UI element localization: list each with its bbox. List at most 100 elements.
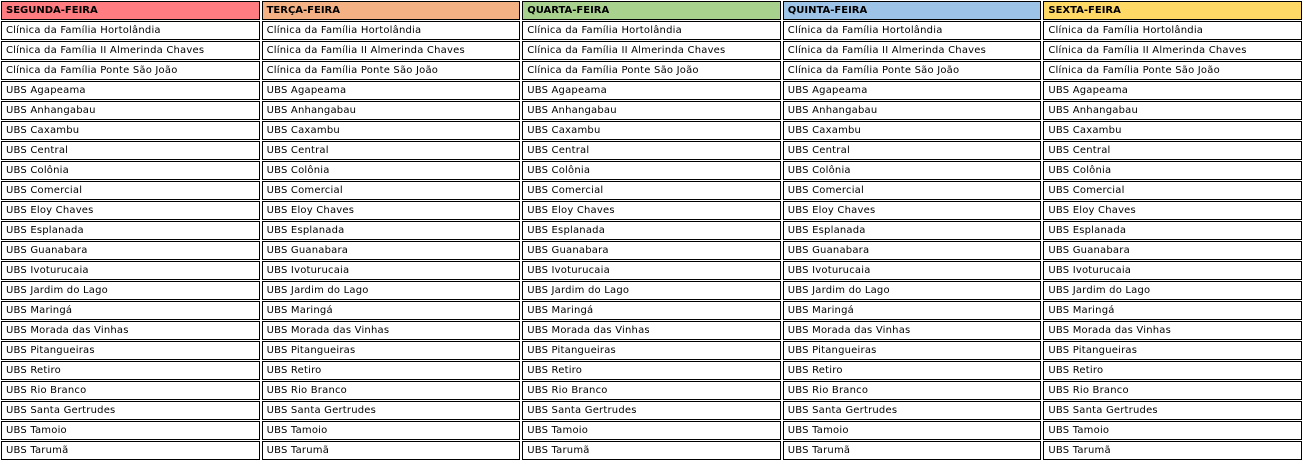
table-cell[interactable]: UBS Jardim do Lago — [1, 281, 260, 300]
table-cell[interactable]: UBS Morada das Vinhas — [1, 321, 260, 340]
table-cell[interactable]: Clínica da Família Ponte São João — [261, 61, 521, 80]
table-cell[interactable]: UBS Guanabara — [782, 241, 1042, 260]
table-cell[interactable]: UBS Tamoio — [522, 421, 781, 440]
table-cell[interactable]: UBS Central — [782, 141, 1042, 160]
table-cell[interactable]: UBS Agapeama — [1, 81, 260, 100]
table-cell[interactable]: UBS Anhangabau — [1, 101, 260, 120]
table-cell[interactable]: UBS Eloy Chaves — [782, 201, 1042, 220]
table-cell[interactable]: UBS Caxambu — [782, 121, 1042, 140]
table-cell[interactable]: UBS Maringá — [782, 301, 1042, 320]
table-cell[interactable]: UBS Central — [522, 141, 781, 160]
table-cell[interactable]: UBS Maringá — [1043, 301, 1302, 320]
table-cell[interactable]: UBS Santa Gertrudes — [782, 401, 1042, 420]
table-cell[interactable]: UBS Agapeama — [522, 81, 781, 100]
table-cell[interactable]: UBS Anhangabau — [1043, 101, 1302, 120]
table-cell[interactable]: UBS Esplanada — [261, 221, 521, 240]
table-cell[interactable]: UBS Santa Gertrudes — [261, 401, 521, 420]
column-header[interactable]: QUARTA-FEIRA — [522, 1, 781, 20]
table-cell[interactable]: Clínica da Família Ponte São João — [522, 61, 781, 80]
table-cell[interactable]: UBS Morada das Vinhas — [261, 321, 521, 340]
table-cell[interactable]: UBS Comercial — [1, 181, 260, 200]
table-cell[interactable]: Clínica da Família Ponte São João — [1043, 61, 1302, 80]
table-cell[interactable]: Clínica da Família Ponte São João — [1, 61, 260, 80]
column-header[interactable]: QUINTA-FEIRA — [782, 1, 1042, 20]
table-cell[interactable]: UBS Eloy Chaves — [1043, 201, 1302, 220]
table-cell[interactable]: UBS Guanabara — [1, 241, 260, 260]
table-cell[interactable]: UBS Retiro — [1, 361, 260, 380]
table-cell[interactable]: UBS Agapeama — [782, 81, 1042, 100]
table-cell[interactable]: UBS Pitangueiras — [782, 341, 1042, 360]
table-cell[interactable]: Clínica da Família II Almerinda Chaves — [1, 41, 260, 60]
table-cell[interactable]: Clínica da Família Hortolândia — [1, 21, 260, 40]
table-cell[interactable]: UBS Rio Branco — [1043, 381, 1302, 400]
table-cell[interactable]: UBS Maringá — [261, 301, 521, 320]
table-cell[interactable]: UBS Maringá — [1, 301, 260, 320]
table-cell[interactable]: UBS Comercial — [522, 181, 781, 200]
table-cell[interactable]: UBS Tarumã — [782, 441, 1042, 460]
table-cell[interactable]: Clínica da Família Ponte São João — [782, 61, 1042, 80]
table-cell[interactable]: UBS Rio Branco — [782, 381, 1042, 400]
table-cell[interactable]: UBS Tamoio — [1, 421, 260, 440]
table-cell[interactable]: UBS Tamoio — [1043, 421, 1302, 440]
table-cell[interactable]: Clínica da Família Hortolândia — [782, 21, 1042, 40]
table-cell[interactable]: UBS Santa Gertrudes — [1, 401, 260, 420]
table-cell[interactable]: UBS Central — [261, 141, 521, 160]
table-cell[interactable]: UBS Eloy Chaves — [522, 201, 781, 220]
table-cell[interactable]: UBS Esplanada — [522, 221, 781, 240]
table-cell[interactable]: UBS Tarumã — [261, 441, 521, 460]
table-cell[interactable]: UBS Esplanada — [782, 221, 1042, 240]
table-cell[interactable]: UBS Jardim do Lago — [261, 281, 521, 300]
table-cell[interactable]: UBS Guanabara — [1043, 241, 1302, 260]
table-cell[interactable]: Clínica da Família II Almerinda Chaves — [522, 41, 781, 60]
table-cell[interactable]: UBS Comercial — [261, 181, 521, 200]
table-cell[interactable]: UBS Comercial — [1043, 181, 1302, 200]
table-cell[interactable]: UBS Morada das Vinhas — [782, 321, 1042, 340]
table-cell[interactable]: UBS Rio Branco — [1, 381, 260, 400]
table-cell[interactable]: UBS Pitangueiras — [522, 341, 781, 360]
table-cell[interactable]: Clínica da Família Hortolândia — [1043, 21, 1302, 40]
table-cell[interactable]: Clínica da Família II Almerinda Chaves — [782, 41, 1042, 60]
table-cell[interactable]: UBS Colônia — [782, 161, 1042, 180]
table-cell[interactable]: UBS Central — [1043, 141, 1302, 160]
table-cell[interactable]: UBS Eloy Chaves — [261, 201, 521, 220]
table-cell[interactable]: UBS Ivoturucaia — [782, 261, 1042, 280]
table-cell[interactable]: UBS Esplanada — [1, 221, 260, 240]
table-cell[interactable]: UBS Pitangueiras — [1, 341, 260, 360]
table-cell[interactable]: UBS Anhangabau — [261, 101, 521, 120]
table-cell[interactable]: UBS Jardim do Lago — [1043, 281, 1302, 300]
table-cell[interactable]: UBS Ivoturucaia — [1043, 261, 1302, 280]
table-cell[interactable]: UBS Tamoio — [261, 421, 521, 440]
column-header[interactable]: TERÇA-FEIRA — [261, 1, 521, 20]
table-cell[interactable]: UBS Ivoturucaia — [1, 261, 260, 280]
table-cell[interactable]: UBS Central — [1, 141, 260, 160]
table-cell[interactable]: UBS Retiro — [1043, 361, 1302, 380]
table-cell[interactable]: UBS Tarumã — [1043, 441, 1302, 460]
table-cell[interactable]: UBS Ivoturucaia — [522, 261, 781, 280]
table-cell[interactable]: UBS Esplanada — [1043, 221, 1302, 240]
table-cell[interactable]: UBS Pitangueiras — [261, 341, 521, 360]
table-cell[interactable]: UBS Comercial — [782, 181, 1042, 200]
table-cell[interactable]: UBS Caxambu — [1043, 121, 1302, 140]
table-cell[interactable]: UBS Santa Gertrudes — [522, 401, 781, 420]
table-cell[interactable]: UBS Rio Branco — [522, 381, 781, 400]
table-cell[interactable]: UBS Caxambu — [261, 121, 521, 140]
table-cell[interactable]: UBS Morada das Vinhas — [522, 321, 781, 340]
table-cell[interactable]: UBS Anhangabau — [782, 101, 1042, 120]
table-cell[interactable]: UBS Tarumã — [1, 441, 260, 460]
table-cell[interactable]: Clínica da Família II Almerinda Chaves — [261, 41, 521, 60]
table-cell[interactable]: Clínica da Família Hortolândia — [522, 21, 781, 40]
table-cell[interactable]: UBS Rio Branco — [261, 381, 521, 400]
table-cell[interactable]: UBS Colônia — [522, 161, 781, 180]
table-cell[interactable]: UBS Morada das Vinhas — [1043, 321, 1302, 340]
table-cell[interactable]: UBS Caxambu — [1, 121, 260, 140]
table-cell[interactable]: UBS Maringá — [522, 301, 781, 320]
table-cell[interactable]: UBS Jardim do Lago — [522, 281, 781, 300]
table-cell[interactable]: UBS Guanabara — [261, 241, 521, 260]
table-cell[interactable]: UBS Retiro — [261, 361, 521, 380]
table-cell[interactable]: UBS Santa Gertrudes — [1043, 401, 1302, 420]
table-cell[interactable]: UBS Jardim do Lago — [782, 281, 1042, 300]
table-cell[interactable]: Clínica da Família Hortolândia — [261, 21, 521, 40]
column-header[interactable]: SEGUNDA-FEIRA — [1, 1, 260, 20]
table-cell[interactable]: UBS Anhangabau — [522, 101, 781, 120]
table-cell[interactable]: UBS Tarumã — [522, 441, 781, 460]
